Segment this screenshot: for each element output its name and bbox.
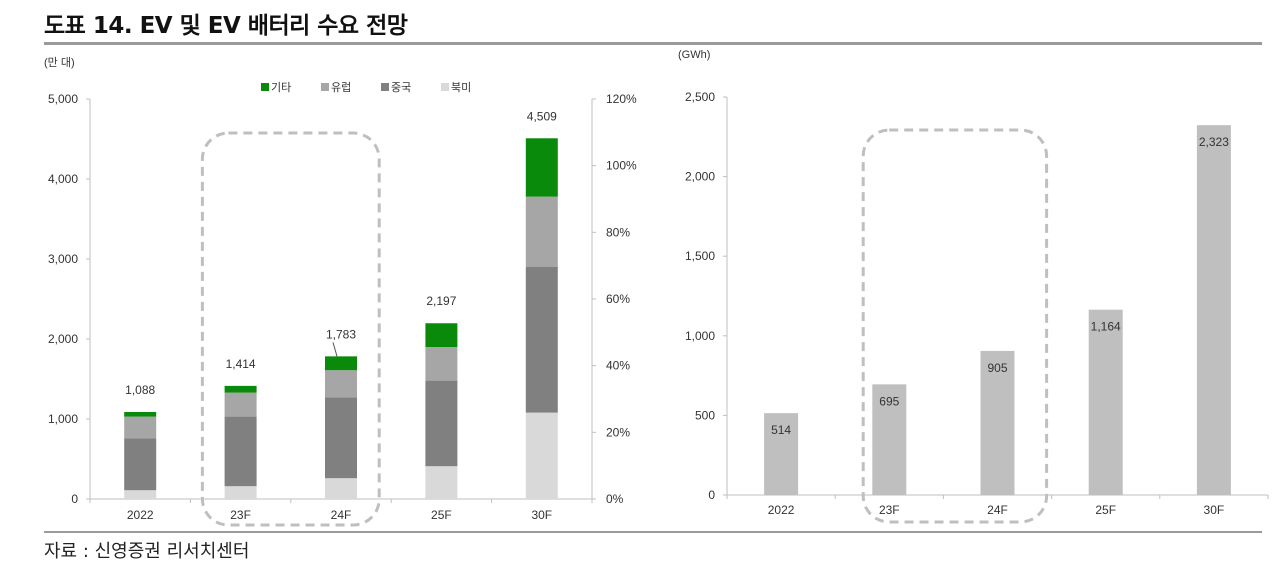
x-tick-label: 30F bbox=[531, 508, 552, 522]
bar-segment-china bbox=[525, 267, 558, 413]
y-tick-label: 1,000 bbox=[48, 412, 78, 426]
x-tick-label: 23F bbox=[230, 508, 251, 522]
bar-segment-other bbox=[425, 323, 458, 347]
top-divider bbox=[44, 42, 1262, 45]
x-tick-label: 2022 bbox=[127, 508, 154, 522]
bar-segment-other bbox=[124, 411, 157, 417]
y2-tick-label: 40% bbox=[606, 359, 630, 373]
bar-segment-north_america bbox=[124, 490, 157, 499]
y-tick-label: 3,000 bbox=[48, 252, 78, 266]
y2-tick-label: 60% bbox=[606, 292, 630, 306]
leader-line bbox=[332, 342, 338, 357]
bottom-divider bbox=[44, 531, 1262, 533]
x-tick-label: 23F bbox=[879, 503, 900, 517]
data-label: 514 bbox=[771, 423, 791, 437]
y-tick-label: 0 bbox=[708, 488, 715, 502]
bar-segment-europe bbox=[224, 392, 257, 417]
legend-label: 북미 bbox=[451, 81, 471, 94]
y2-tick-label: 80% bbox=[606, 225, 630, 239]
bar-segment-europe bbox=[525, 196, 558, 267]
legend-swatch bbox=[441, 83, 449, 91]
highlight-box bbox=[200, 131, 381, 527]
bar-segment-north_america bbox=[525, 412, 558, 499]
bar-segment-europe bbox=[325, 370, 357, 398]
y-tick-label: 2,000 bbox=[685, 170, 715, 184]
y2-tick-label: 100% bbox=[606, 159, 637, 173]
bar-segment-europe bbox=[124, 416, 157, 439]
y-tick-label: 1,500 bbox=[685, 249, 715, 263]
data-label: 695 bbox=[879, 394, 899, 408]
x-tick-label: 24F bbox=[987, 503, 1008, 517]
bar bbox=[1088, 309, 1123, 495]
total-label: 1,414 bbox=[226, 357, 256, 371]
legend-label: 유럽 bbox=[331, 80, 351, 94]
bar-segment-china bbox=[325, 397, 357, 479]
bar-segment-china bbox=[224, 416, 257, 487]
bar-segment-china bbox=[425, 380, 458, 467]
y-tick-label: 2,000 bbox=[48, 332, 78, 346]
bar bbox=[764, 413, 799, 495]
x-tick-label: 25F bbox=[431, 508, 452, 522]
data-label: 905 bbox=[987, 361, 1007, 375]
legend-swatch bbox=[381, 83, 389, 91]
y2-tick-label: 0% bbox=[606, 492, 624, 506]
y-tick-label: 5,000 bbox=[48, 92, 78, 106]
bar bbox=[1196, 125, 1231, 495]
data-label: 1,164 bbox=[1091, 320, 1121, 334]
data-label: 2,323 bbox=[1199, 135, 1229, 149]
bar bbox=[872, 384, 907, 495]
total-label: 1,088 bbox=[125, 383, 155, 397]
x-tick-label: 30F bbox=[1204, 503, 1225, 517]
y2-tick-label: 120% bbox=[606, 92, 637, 106]
total-label: 2,197 bbox=[426, 294, 456, 308]
x-tick-label: 24F bbox=[331, 508, 352, 522]
y-tick-label: 4,000 bbox=[48, 172, 78, 186]
bar-segment-north_america bbox=[224, 486, 257, 499]
bar-segment-north_america bbox=[425, 466, 458, 499]
y-tick-label: 1,000 bbox=[685, 329, 715, 343]
legend-label: 중국 bbox=[391, 82, 411, 94]
y-tick-label: 0 bbox=[71, 492, 78, 506]
total-label: 4,509 bbox=[527, 109, 557, 123]
y-tick-label: 2,500 bbox=[685, 90, 715, 104]
bar-segment-other bbox=[224, 385, 257, 393]
y-tick-label: 500 bbox=[695, 408, 715, 422]
y-axis-unit-label: (만 대) bbox=[44, 56, 75, 69]
x-tick-label: 25F bbox=[1095, 503, 1116, 517]
legend-swatch bbox=[261, 83, 269, 91]
bar bbox=[980, 350, 1015, 495]
source-note: 자료 : 신영증권 리서치센터 bbox=[44, 541, 250, 562]
legend-swatch bbox=[321, 83, 329, 91]
y2-tick-label: 20% bbox=[606, 425, 630, 439]
bar-segment-other bbox=[325, 356, 357, 371]
bar-segment-north_america bbox=[325, 478, 357, 499]
bar-segment-china bbox=[124, 438, 157, 491]
highlight-box bbox=[861, 128, 1049, 524]
bar-segment-europe bbox=[425, 347, 458, 381]
total-label: 1,783 bbox=[326, 327, 356, 341]
bar-segment-other bbox=[525, 138, 558, 197]
legend-label: 기타 bbox=[271, 81, 291, 94]
battery-demand-chart: (GWh) 0 500 1,000 1,500 2,000 2,500 514 2022 695 2… bbox=[678, 49, 1269, 524]
x-tick-label: 2022 bbox=[768, 503, 795, 517]
y-axis-unit-label: (GWh) bbox=[678, 49, 710, 61]
page-title: 도표 14. EV 및 EV 배터리 수요 전망 bbox=[44, 13, 408, 39]
ev-demand-chart: (만 대) 0 1,000 2,000 3,000 4,000 5,000 0% 20% 40% 6… bbox=[44, 56, 637, 527]
